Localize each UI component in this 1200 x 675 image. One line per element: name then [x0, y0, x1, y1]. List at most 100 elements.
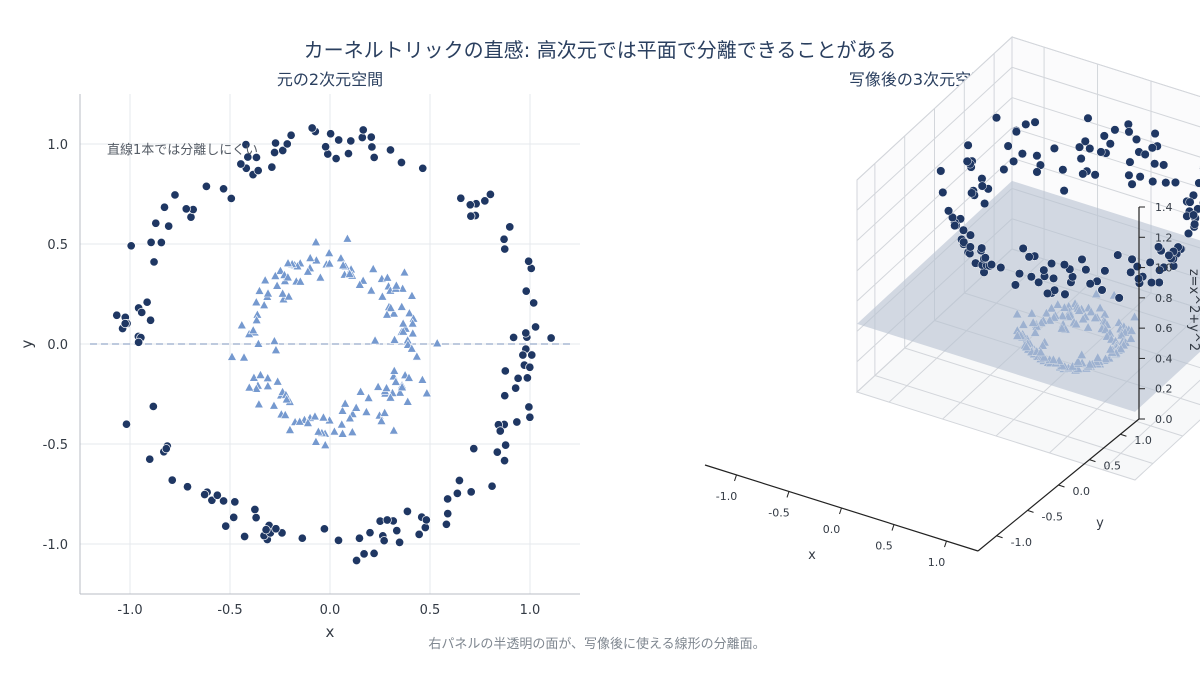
outer-point	[270, 138, 281, 148]
inner-point	[373, 381, 384, 391]
3d-z-tick-label: 1.4	[1155, 201, 1173, 214]
3d-outer-point	[1127, 254, 1137, 264]
inner-point	[295, 276, 306, 286]
outer-point	[321, 142, 331, 152]
3d-outer-point	[1113, 250, 1123, 260]
right-subtitle: 写像後の3次元空間	[849, 70, 987, 89]
3d-x-tick-label: 0.5	[875, 540, 893, 553]
3d-outer-point	[1123, 119, 1133, 129]
3d-outer-point	[1068, 272, 1078, 282]
left-x-tick-label: -0.5	[217, 603, 242, 618]
outer-point	[505, 222, 515, 232]
3d-y-tick-label: -0.5	[1042, 510, 1063, 523]
outer-point	[369, 548, 379, 558]
3d-outer-point	[999, 164, 1009, 175]
outer-point	[359, 549, 369, 559]
inner-point	[253, 398, 264, 409]
inner-point	[395, 387, 406, 397]
inner-point	[337, 405, 348, 415]
left-grid	[80, 94, 580, 594]
outer-point	[501, 440, 511, 450]
inner-point	[398, 326, 409, 336]
outer-point	[509, 332, 519, 342]
3d-outer-point	[1076, 154, 1086, 164]
3d-outer-point	[1185, 197, 1195, 207]
3d-outer-point	[1194, 178, 1200, 188]
3d-outer-point	[1147, 143, 1157, 153]
outer-point	[164, 221, 174, 231]
inner-point	[336, 419, 347, 429]
3d-gridline	[856, 157, 1013, 302]
outer-point	[134, 337, 144, 347]
inner-point	[315, 272, 326, 282]
inner-point	[310, 436, 321, 446]
outer-point	[527, 350, 537, 360]
outer-point	[126, 241, 136, 251]
inner-point	[396, 301, 407, 311]
3d-outer-point	[1059, 186, 1069, 196]
left-x-tick-label: 1.0	[520, 603, 541, 618]
3d-outer-point	[959, 237, 969, 247]
outer-point	[219, 184, 229, 194]
outer-point	[480, 196, 490, 206]
3d-outer-point	[944, 206, 954, 216]
outer-point	[443, 509, 453, 519]
inner-point	[281, 394, 292, 404]
outer-point	[531, 322, 541, 332]
3d-outer-point	[1032, 151, 1042, 161]
3d-y-tick	[996, 535, 1003, 539]
outer-point	[469, 444, 479, 454]
inner-point	[268, 400, 279, 410]
3d-outer-point	[1042, 288, 1053, 298]
3d-outer-point	[991, 113, 1002, 123]
3d-outer-point	[1080, 136, 1090, 146]
3d-outer-point	[1190, 219, 1200, 229]
3d-outer-point	[1126, 267, 1136, 277]
inner-point	[335, 252, 346, 263]
3d-outer-point	[1021, 119, 1031, 129]
inner-point	[397, 381, 408, 392]
left-x-tick-label: 0.0	[320, 603, 341, 618]
separating-plane	[857, 180, 1200, 412]
inner-point	[354, 279, 365, 289]
left-annotation: 直線1本では分離しにくい	[107, 142, 258, 158]
3d-outer-point	[1074, 142, 1085, 152]
3d-x-tick-label: -1.0	[716, 490, 737, 503]
inner-point	[251, 383, 262, 393]
3d-y-tick-label: 1.0	[1134, 434, 1152, 447]
outer-point	[219, 496, 229, 506]
outer-point	[500, 366, 510, 376]
inner-point	[421, 387, 432, 398]
3d-outer-point	[1081, 265, 1091, 275]
3d-outer-point	[1154, 277, 1164, 288]
3d-outer-point	[1125, 157, 1135, 167]
outer-point	[243, 152, 253, 162]
inner-point	[239, 352, 250, 362]
outer-point	[492, 447, 502, 457]
3d-outer-point	[1017, 149, 1027, 159]
inner-point	[244, 382, 255, 392]
outer-point	[500, 391, 510, 401]
3d-outer-point	[1124, 170, 1134, 180]
3d-outer-point	[967, 188, 977, 198]
3d-gridline	[1011, 97, 1200, 158]
inner-point	[376, 415, 387, 425]
3d-outer-point	[1153, 242, 1164, 252]
3d-outer-point	[1083, 113, 1093, 123]
outer-point	[112, 310, 122, 320]
3d-z-tick-label: 0.4	[1155, 352, 1173, 365]
outer-point	[525, 362, 535, 372]
3d-x-tick	[734, 474, 737, 482]
inner-point	[255, 369, 266, 379]
inner-point	[355, 386, 366, 396]
3d-outer-point	[1135, 172, 1145, 182]
3d-z-tick-label: 1.0	[1155, 262, 1173, 275]
3d-outer-point	[1096, 147, 1106, 157]
3d-gridline	[1011, 36, 1200, 98]
3d-outer-point	[1161, 178, 1171, 188]
3d-outer-point	[1159, 160, 1169, 170]
3d-outer-point	[996, 262, 1006, 273]
outer-point	[466, 211, 476, 221]
inner-point	[270, 270, 281, 280]
3d-gridline	[856, 66, 1013, 211]
